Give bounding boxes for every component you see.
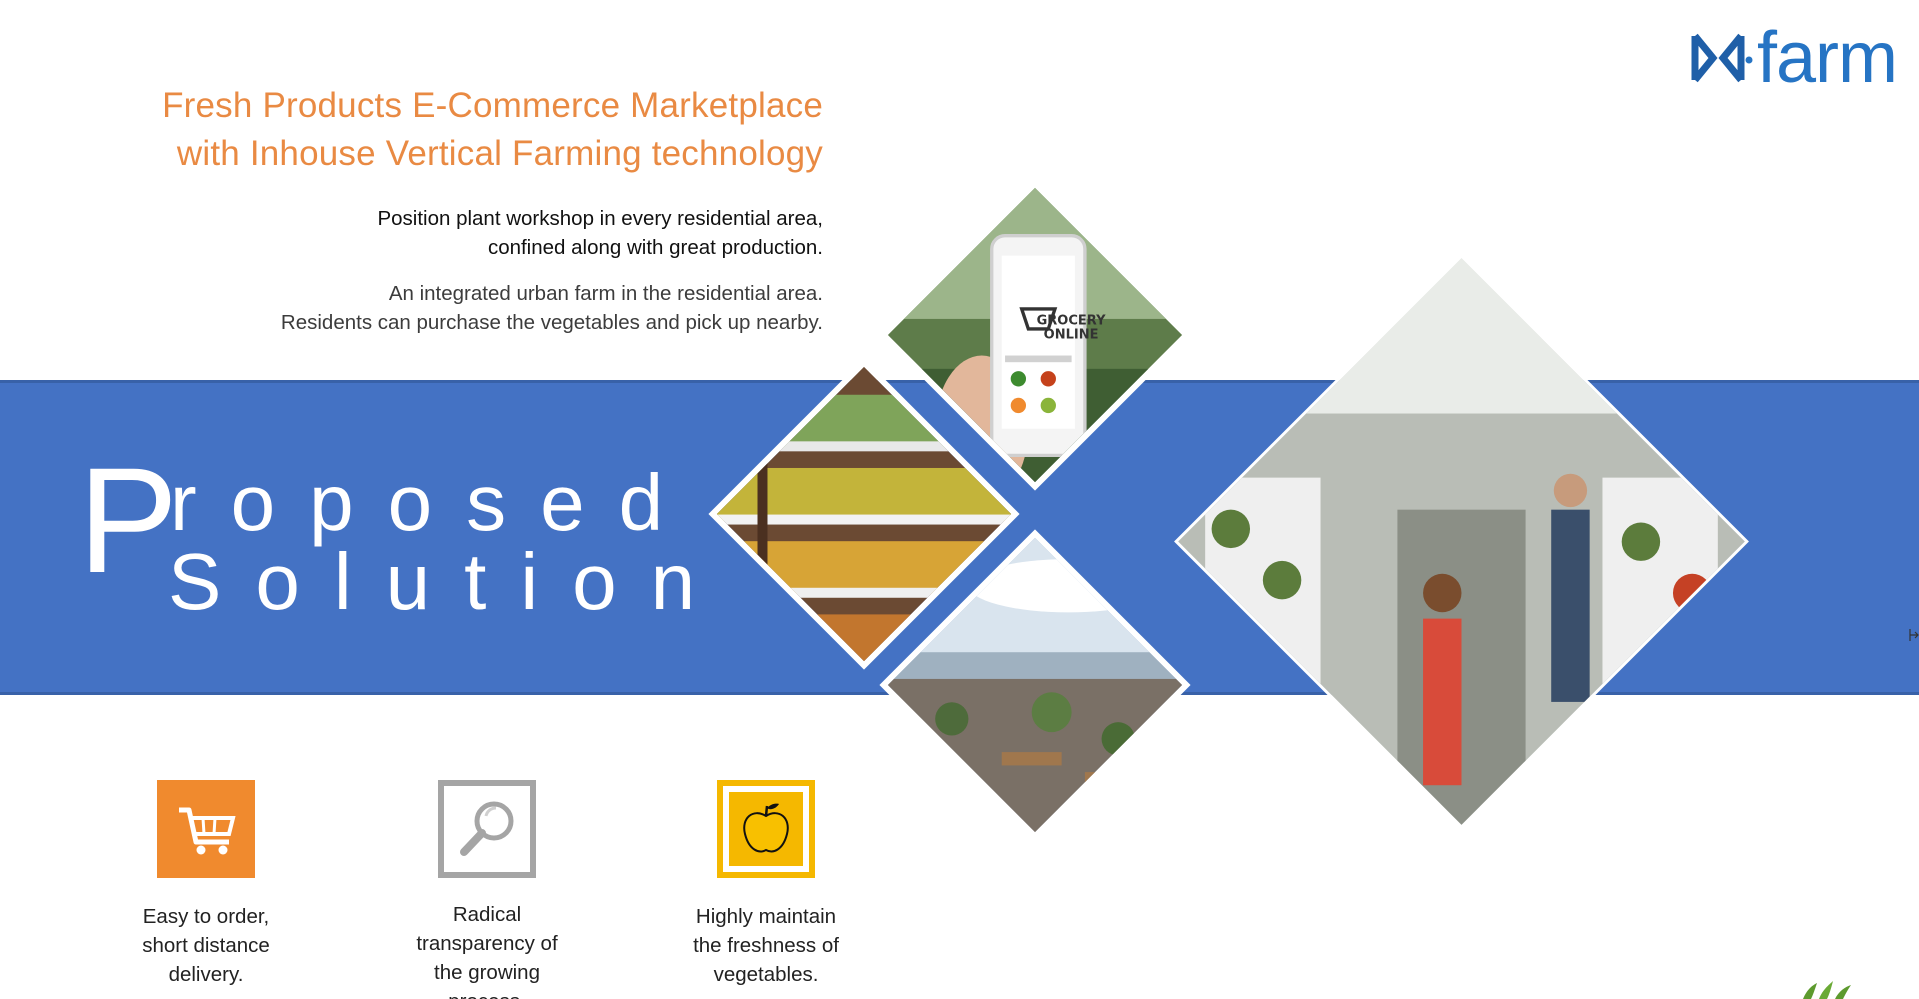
position-paragraph: Position plant workshop in every residen… (123, 204, 823, 262)
phone-screen-line-1: GROCERY (1036, 313, 1106, 329)
greenhouse-image (1174, 254, 1749, 829)
headline: Fresh Products E-Commerce Marketplace wi… (63, 82, 823, 178)
urban-farm-paragraph-line-2: Residents can purchase the vegetables an… (280, 311, 823, 334)
m-logo-icon (1691, 33, 1753, 83)
title-line-1: roposed (170, 458, 698, 547)
mfarm-logo: farm (1691, 18, 1898, 98)
feature-freshness-icon-box (717, 780, 815, 878)
feature-easy-order-label: Easy to order, short distance delivery. (106, 902, 306, 989)
urban-farm-paragraph: An integrated urban farm in the resident… (123, 279, 823, 337)
headline-line-1: Fresh Products E-Commerce Marketplace (162, 86, 823, 125)
feature-transparency-label: Radical transparency of the growing proc… (387, 900, 587, 999)
headline-line-2: with Inhouse Vertical Farming technology (176, 134, 823, 173)
title-line-2: Solution (168, 537, 730, 626)
feature-transparency-icon-box (438, 780, 536, 878)
features-row: Easy to order, short distance delivery. … (0, 780, 900, 999)
urban-farm-paragraph-line-1: An integrated urban farm in the resident… (388, 282, 823, 305)
feature-transparency-line-1: Radical (452, 903, 522, 926)
phone-screen-text: GROCERY ONLINE (1026, 313, 1116, 343)
feature-transparency-line-4: process. (387, 987, 587, 999)
position-paragraph-line-2: confined along with great production. (487, 236, 823, 259)
feature-transparency: Radical transparency of the growing proc… (387, 780, 587, 999)
feature-transparency-line-3: the growing (434, 961, 540, 984)
feature-freshness-line-1: Highly maintain (695, 905, 837, 928)
feature-easy-order-line-1: Easy to order, (142, 905, 270, 928)
phone-screen-line-2: ONLINE (1043, 327, 1099, 343)
title-initial: P (78, 436, 179, 604)
feature-easy-order-line-2: short distance (142, 934, 270, 957)
feature-freshness-line-3: vegetables. (713, 963, 819, 986)
feature-transparency-line-2: transparency of (416, 932, 558, 955)
feature-freshness: Highly maintain the freshness of vegetab… (666, 780, 866, 989)
mouse-cursor-icon (1909, 629, 1919, 641)
feature-freshness-line-2: the freshness of (693, 934, 839, 957)
position-paragraph-line-1: Position plant workshop in every residen… (377, 207, 823, 230)
shopping-cart-icon (163, 786, 249, 872)
feature-easy-order-icon-box (157, 780, 255, 878)
apple-icon (729, 792, 803, 866)
feature-easy-order: Easy to order, short distance delivery. (106, 780, 306, 989)
logo-text: farm (1757, 18, 1898, 98)
feature-freshness-label: Highly maintain the freshness of vegetab… (666, 902, 866, 989)
leaf-corner-icon (1803, 981, 1851, 999)
feature-easy-order-line-3: delivery. (168, 963, 244, 986)
magnifier-icon (460, 801, 514, 856)
